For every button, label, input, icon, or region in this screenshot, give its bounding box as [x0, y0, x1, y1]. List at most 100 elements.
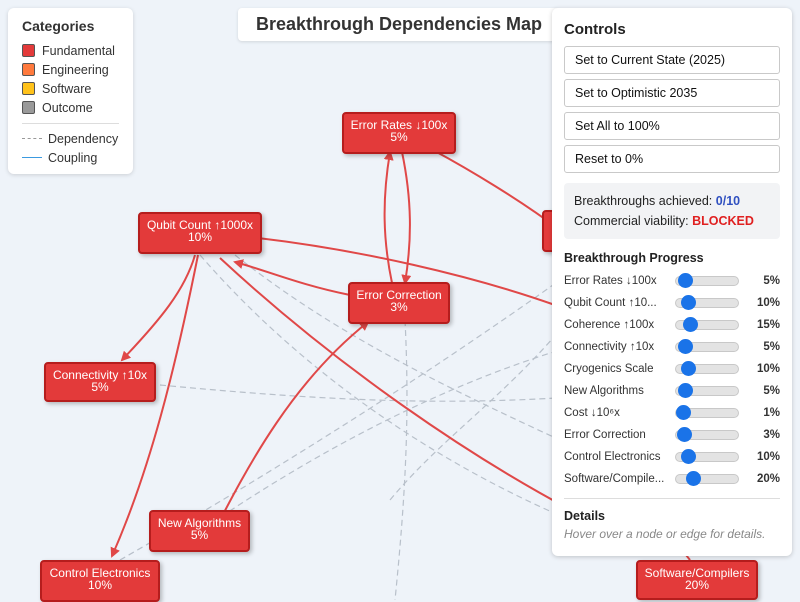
progress-slider[interactable]: [675, 317, 739, 332]
node-label: Connectivity ↑10x: [52, 368, 148, 382]
progress-slider[interactable]: [675, 295, 739, 310]
coupling-edge: [120, 254, 196, 362]
progress-slider[interactable]: [675, 405, 739, 420]
slider-thumb[interactable]: [685, 471, 701, 486]
color-swatch: [22, 44, 35, 57]
progress-slider[interactable]: [675, 471, 739, 486]
progress-value: 10%: [756, 363, 780, 375]
node-value: 5%: [390, 130, 408, 144]
progress-heading: Breakthrough Progress: [564, 251, 704, 265]
details-heading: Details: [564, 509, 605, 523]
legend-item-software: Software: [22, 79, 119, 98]
coupling-edge: [257, 237, 556, 306]
progress-row: New Algorithms 5%: [564, 380, 780, 402]
achieved-label: Breakthroughs achieved:: [574, 194, 713, 208]
progress-row: Error Correction 3%: [564, 424, 780, 446]
panel-divider: [564, 498, 780, 499]
coupling-edge: [209, 320, 370, 541]
node-value: 20%: [684, 578, 710, 592]
node-qubit-count[interactable]: Qubit Count ↑1000x 10%: [138, 212, 262, 254]
progress-slider[interactable]: [675, 383, 739, 398]
progress-slider[interactable]: [675, 273, 739, 288]
progress-value: 5%: [763, 341, 780, 353]
slider-thumb[interactable]: [678, 273, 694, 288]
legend-item-fundamental: Fundamental: [22, 41, 119, 60]
coupling-edge: [401, 151, 412, 285]
slider-thumb[interactable]: [676, 405, 692, 420]
reset-button[interactable]: Reset to 0%: [564, 145, 780, 173]
progress-label: Connectivity ↑10x: [564, 341, 655, 353]
node-label: New Algorithms: [157, 516, 242, 530]
set-all-100-button[interactable]: Set All to 100%: [564, 112, 780, 140]
status-box: Breakthroughs achieved: 0/10 Commercial …: [564, 183, 780, 239]
progress-sliders: Error Rates ↓100x 5% Qubit Count ↑10... 10%…: [564, 270, 780, 490]
progress-row: Software/Compile... 20%: [564, 468, 780, 490]
viability-label: Commercial viability:: [574, 214, 689, 228]
node-connectivity[interactable]: Connectivity ↑10x 5%: [44, 362, 156, 402]
progress-label: Control Electronics: [564, 451, 661, 463]
coupling-edge: [432, 149, 561, 231]
slider-thumb[interactable]: [680, 361, 696, 376]
slider-thumb[interactable]: [683, 317, 699, 332]
progress-label: Coherence ↑100x: [564, 319, 655, 331]
progress-row: Connectivity ↑10x 5%: [564, 336, 780, 358]
node-error-rates[interactable]: Error Rates ↓100x 5%: [342, 112, 456, 154]
progress-row: Cryogenics Scale 10%: [564, 358, 780, 380]
node-error-correction[interactable]: Error Correction 3%: [348, 282, 450, 324]
controls-heading: Controls: [564, 21, 626, 38]
dependency-edge: [394, 319, 408, 600]
progress-label: Cryogenics Scale: [564, 363, 654, 375]
progress-slider[interactable]: [675, 427, 739, 442]
legend-heading: Categories: [22, 18, 95, 34]
legend-item-dependency: Dependency: [22, 129, 119, 148]
node-label: Error Rates ↓100x: [350, 118, 448, 132]
node-new-algorithms[interactable]: New Algorithms 5%: [149, 510, 250, 552]
legend: Categories Fundamental Engineering Softw…: [8, 8, 133, 174]
page-title: Breakthrough Dependencies Map: [238, 8, 560, 41]
achieved-value: 0/10: [715, 194, 741, 208]
node-label: Error Correction: [356, 288, 442, 302]
legend-item-engineering: Engineering: [22, 60, 119, 79]
viability-value: BLOCKED: [692, 214, 754, 228]
dependency-edge: [159, 384, 651, 402]
dependency-edge: [199, 254, 571, 521]
node-software-compilers[interactable]: Software/Compilers 20%: [636, 560, 758, 600]
slider-thumb[interactable]: [680, 449, 696, 464]
coupling-edge: [383, 150, 394, 284]
node-label: Software/Compilers: [644, 566, 750, 580]
progress-value: 10%: [756, 297, 780, 309]
solid-line-icon: [22, 157, 42, 158]
slider-thumb[interactable]: [678, 383, 694, 398]
dependency-edge: [179, 349, 561, 546]
set-current-state-button[interactable]: Set to Current State (2025): [564, 46, 780, 74]
node-label: Qubit Count ↑1000x: [146, 218, 254, 232]
legend-divider: [22, 123, 119, 124]
progress-label: Error Rates ↓100x: [564, 275, 657, 287]
set-optimistic-2035-button[interactable]: Set to Optimistic 2035: [564, 79, 780, 107]
color-swatch: [22, 101, 35, 114]
progress-slider[interactable]: [675, 361, 739, 376]
node-value: 3%: [390, 300, 408, 314]
node-value: 10%: [187, 230, 213, 244]
dependency-edge: [389, 329, 561, 501]
progress-value: 1%: [763, 407, 780, 419]
progress-label: Software/Compile...: [564, 473, 665, 485]
progress-value: 10%: [756, 451, 780, 463]
slider-thumb[interactable]: [677, 427, 693, 442]
node-label: Control Electronics: [49, 566, 151, 580]
node-value: 5%: [91, 380, 109, 394]
progress-slider[interactable]: [675, 449, 739, 464]
slider-thumb[interactable]: [678, 339, 694, 354]
progress-row: Coherence ↑100x 15%: [564, 314, 780, 336]
progress-value: 3%: [763, 429, 780, 441]
progress-label: Qubit Count ↑10...: [564, 297, 657, 309]
color-swatch: [22, 63, 35, 76]
slider-thumb[interactable]: [680, 295, 696, 310]
progress-value: 5%: [763, 385, 780, 397]
progress-label: New Algorithms: [564, 385, 644, 397]
node-control-electronics[interactable]: Control Electronics 10%: [40, 560, 160, 602]
progress-row: Qubit Count ↑10... 10%: [564, 292, 780, 314]
coupling-edge: [110, 254, 199, 558]
progress-label: Cost ↓10⁶x: [564, 407, 620, 419]
progress-slider[interactable]: [675, 339, 739, 354]
